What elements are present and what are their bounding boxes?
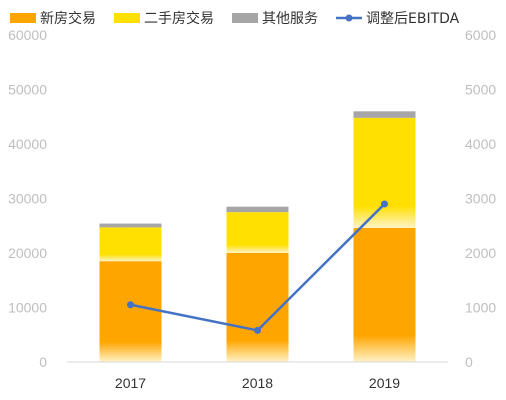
- x-tick-label: 2017: [115, 375, 146, 391]
- legend-item: 二手房交易: [114, 10, 214, 27]
- y-right-tick-label: 5000: [465, 82, 496, 98]
- line-point: [127, 301, 134, 309]
- y-right-tick-label: 2000: [465, 245, 496, 261]
- bar-series-2-2019: [353, 111, 416, 118]
- line-series: [127, 200, 388, 334]
- y-left-tick-label: 30000: [8, 191, 47, 207]
- legend-label: 调整后EBITDA: [366, 11, 460, 27]
- y-right-tick-label: 3000: [465, 191, 496, 207]
- y-right-tick-label: 0: [465, 354, 473, 370]
- y-left-tick-label: 60000: [8, 27, 47, 43]
- y-left-tick-label: 40000: [8, 136, 47, 152]
- x-tick-label: 2018: [242, 375, 273, 391]
- y-axis-left: 0 10000 20000 30000 40000 50000 60000: [8, 27, 47, 370]
- bar-series-1-2017: [99, 227, 162, 262]
- legend-item: 其他服务: [232, 11, 318, 27]
- bar-series-2-2018: [226, 206, 289, 213]
- y-left-tick-label: 10000: [8, 300, 47, 316]
- legend-swatch: [232, 13, 258, 23]
- legend-swatch: [10, 13, 36, 23]
- legend-item: 新房交易: [10, 10, 96, 27]
- legend-label: 其他服务: [262, 11, 318, 27]
- legend-swatch: [114, 13, 140, 23]
- y-left-tick-label: 20000: [8, 245, 47, 261]
- legend-label: 二手房交易: [144, 10, 214, 27]
- y-left-tick-label: 50000: [8, 82, 47, 98]
- bar-series-1-2019: [353, 117, 416, 228]
- bar-series-1-2018: [226, 212, 289, 253]
- y-right-tick-label: 6000: [465, 27, 496, 43]
- line-point: [254, 326, 261, 334]
- bar-series-0-2019: [353, 227, 416, 362]
- legend: 新房交易 二手房交易 其他服务 调整后EBITDA: [10, 10, 460, 27]
- x-axis: 2017 2018 2019: [115, 375, 400, 391]
- bar-series-0-2017: [99, 261, 162, 362]
- line-point: [381, 200, 388, 208]
- y-right-tick-label: 4000: [465, 136, 496, 152]
- legend-marker: [345, 14, 353, 22]
- legend-item: 调整后EBITDA: [336, 11, 460, 27]
- bar-series-2-2017: [99, 223, 162, 228]
- y-left-tick-label: 0: [39, 354, 47, 370]
- bar-series: [99, 111, 416, 362]
- y-right-tick-label: 1000: [465, 300, 496, 316]
- y-axis-right: 0 1000 2000 3000 4000 5000 6000: [465, 27, 496, 370]
- x-tick-label: 2019: [369, 375, 400, 391]
- legend-label: 新房交易: [40, 10, 96, 27]
- bar-series-0-2018: [226, 253, 289, 362]
